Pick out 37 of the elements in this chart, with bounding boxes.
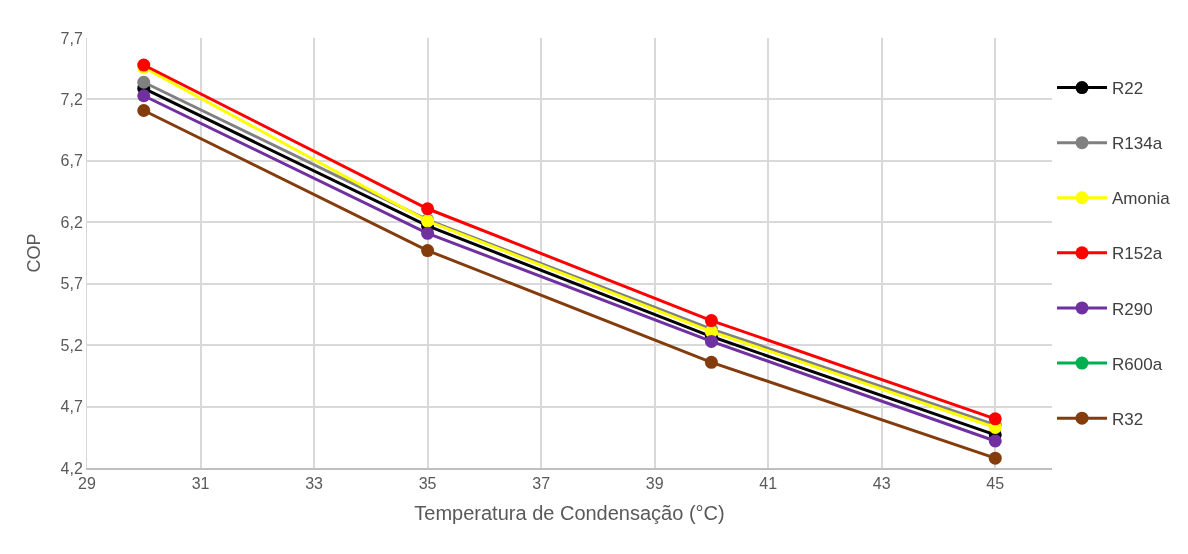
- x-tick-label: 33: [305, 475, 324, 493]
- point: [704, 355, 718, 369]
- legend-label: R600a: [1112, 354, 1163, 374]
- x-tick-label: 37: [532, 475, 551, 493]
- x-axis-title: Temperatura de Condensação (°C): [414, 502, 725, 525]
- legend-label: Amonia: [1112, 189, 1171, 209]
- y-tick-label: 7,7: [60, 29, 83, 47]
- point: [137, 103, 151, 117]
- point: [137, 89, 151, 103]
- legend-label: R134a: [1112, 134, 1163, 154]
- x-tick-label: 41: [759, 475, 778, 493]
- legend-label: R32: [1112, 409, 1144, 429]
- x-tick-label: 35: [418, 475, 437, 493]
- point: [988, 412, 1002, 426]
- point: [988, 434, 1002, 448]
- point: [137, 75, 151, 89]
- y-tick-label: 6,7: [60, 152, 83, 170]
- point: [421, 202, 435, 216]
- point: [421, 226, 435, 240]
- x-tick-label: 43: [872, 475, 891, 493]
- legend-label: R22: [1112, 79, 1144, 99]
- y-tick-label: 5,7: [60, 275, 83, 293]
- point: [988, 451, 1002, 465]
- y-axis-title: COP: [23, 233, 44, 273]
- x-tick-label: 45: [986, 475, 1005, 493]
- legend-label: R152a: [1112, 244, 1163, 264]
- y-tick-label: 7,2: [60, 91, 83, 109]
- x-tick-label: 31: [191, 475, 210, 493]
- y-tick-label: 4,7: [60, 398, 83, 416]
- point: [421, 244, 435, 258]
- y-tick-label: 4,2: [60, 459, 83, 477]
- point: [704, 334, 718, 348]
- y-tick-label: 5,2: [60, 336, 83, 354]
- legend-label: R290: [1112, 299, 1153, 319]
- y-tick-label: 6,2: [60, 213, 83, 231]
- x-tick-label: 39: [645, 475, 664, 493]
- x-tick-label: 29: [78, 475, 96, 493]
